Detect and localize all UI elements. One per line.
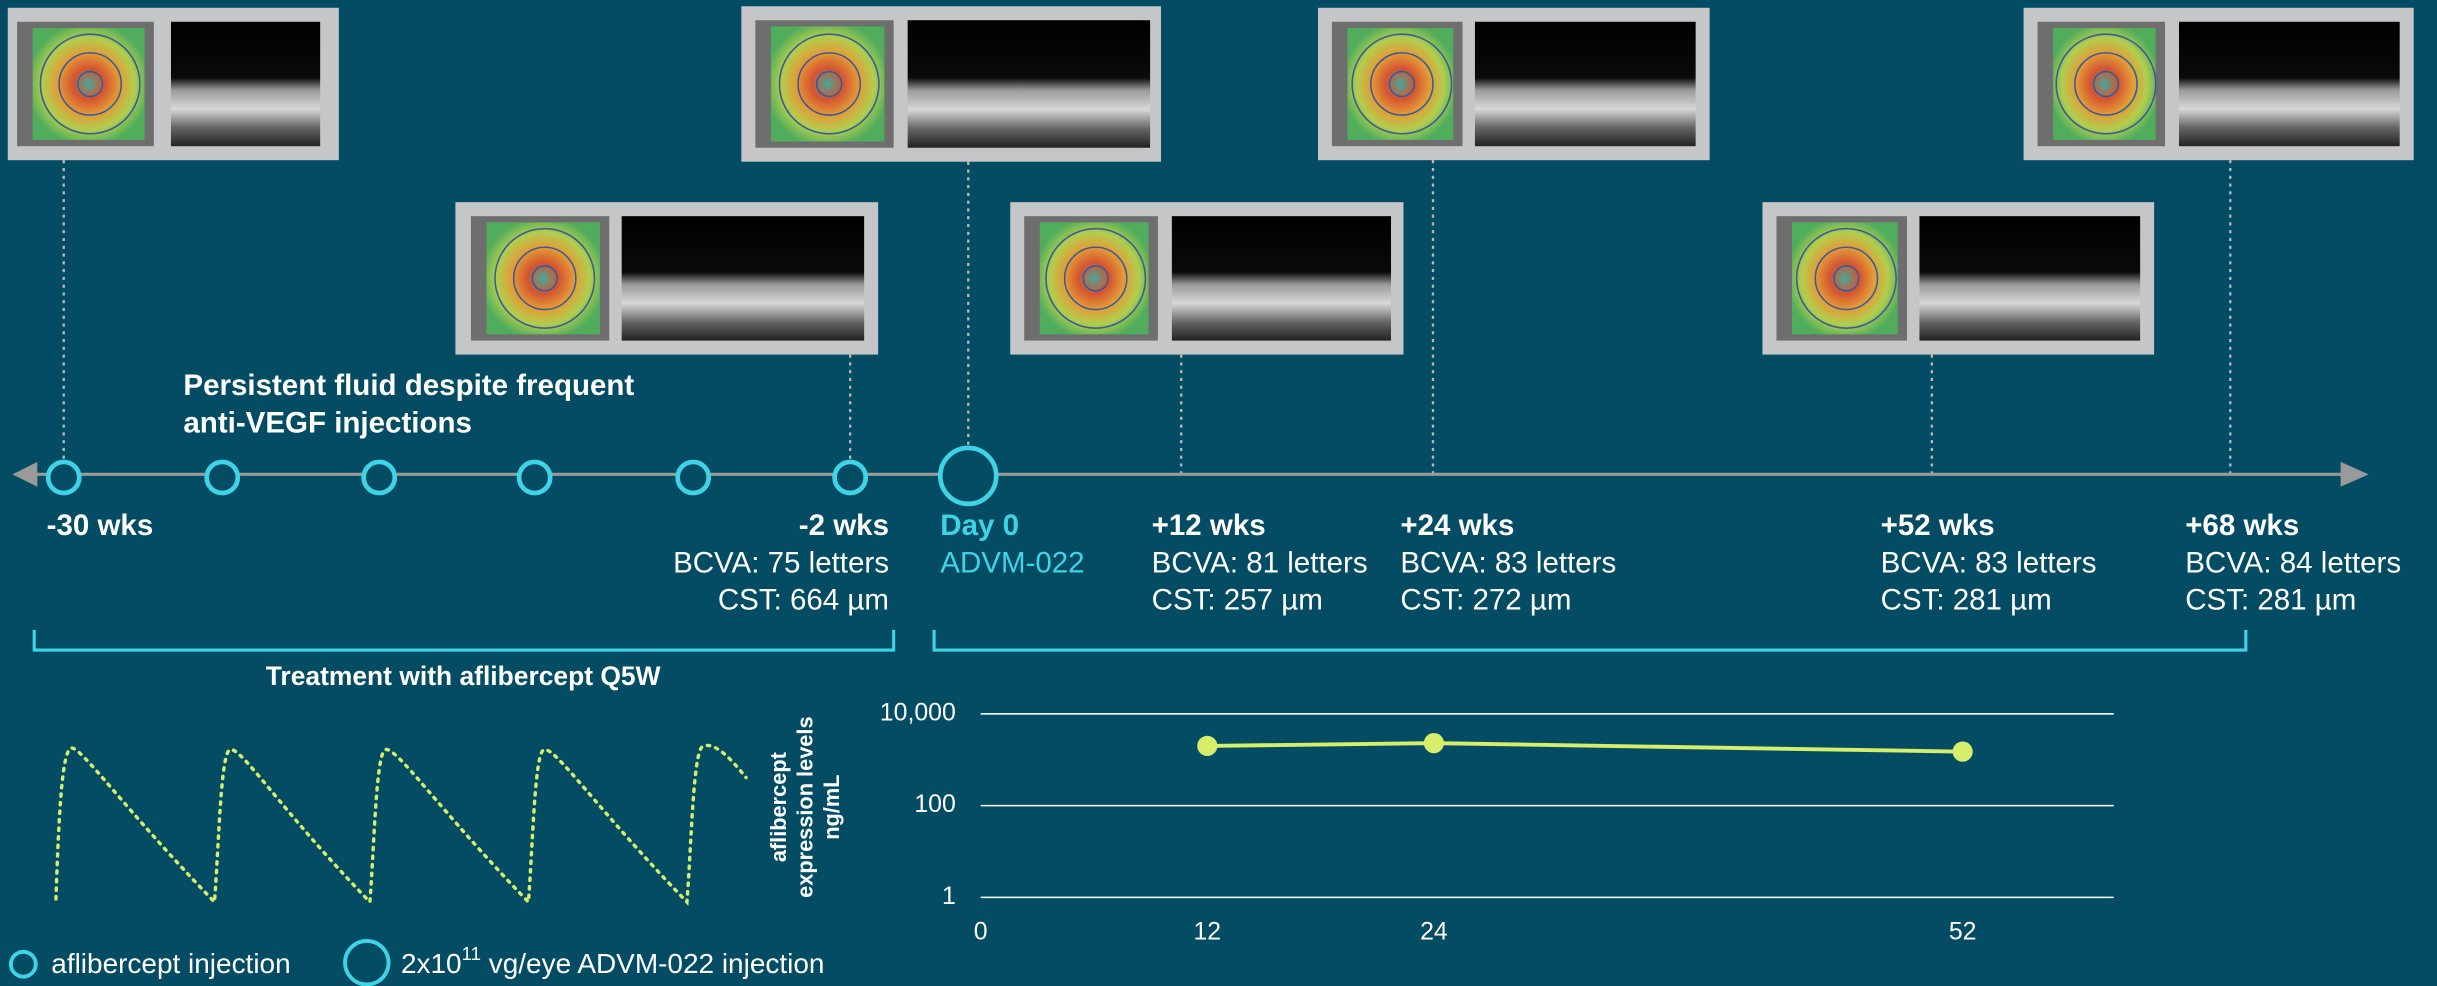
event-cst: CST: 257 µm — [1152, 584, 1323, 617]
legend-text: 2x10 — [401, 948, 462, 979]
y-tick-label: 100 — [914, 790, 955, 818]
event-label: -30 wks — [47, 509, 154, 542]
scan-panels — [8, 6, 2414, 474]
event-cst: CST: 664 µm — [718, 584, 889, 617]
oct-scan — [2179, 22, 2400, 146]
slide: Persistent fluid despite frequent anti-V… — [0, 0, 2437, 986]
legend-label: aflibercept injection — [51, 948, 290, 979]
oct-scan — [1475, 22, 1696, 146]
bracket — [34, 630, 893, 650]
x-tick-label: 24 — [1420, 918, 1448, 946]
fundus-map — [2053, 28, 2156, 140]
event-cst: CST: 281 µm — [2185, 584, 2356, 617]
y-axis-label: expression levels — [792, 716, 817, 897]
legend-text: vg/eye ADVM-022 injection — [481, 948, 824, 979]
legend-label: 2x1011 vg/eye ADVM-022 injection — [401, 943, 824, 979]
injection-marker — [364, 462, 395, 493]
concentration-curve — [56, 745, 746, 902]
fundus-map — [486, 222, 599, 334]
injection-marker — [835, 462, 866, 493]
event-label: +24 wks — [1400, 509, 1514, 542]
fundus-map — [1040, 222, 1149, 334]
note-line: Persistent fluid despite frequent — [183, 369, 634, 402]
y-tick-label: 1 — [942, 882, 956, 910]
event-sub: ADVM-022 — [940, 546, 1084, 579]
data-point — [1197, 736, 1217, 756]
oct-scan — [1172, 216, 1391, 340]
injection-marker — [48, 462, 79, 493]
event-bcva: BCVA: 83 letters — [1400, 546, 1616, 579]
event-label: -2 wks — [799, 509, 889, 542]
y-axis-label: ng/mL — [819, 775, 844, 840]
oct-scan — [908, 20, 1150, 148]
note-line: anti-VEGF injections — [183, 406, 472, 439]
advm-injection-marker — [940, 448, 996, 504]
data-point — [1424, 733, 1444, 753]
oct-scan — [171, 22, 320, 146]
event-label: +52 wks — [1881, 509, 1995, 542]
page: { "note": {"lines": ["Persistent fluid d… — [0, 0, 2437, 986]
y-axis-label: aflibercept — [766, 752, 791, 862]
x-tick-label: 52 — [1949, 918, 1977, 946]
injection-marker — [678, 462, 709, 493]
fundus-map — [1347, 28, 1453, 140]
event-bcva: BCVA: 83 letters — [1881, 546, 2097, 579]
data-line — [1207, 743, 1962, 752]
treatment-label: Treatment with aflibercept Q5W — [266, 661, 661, 691]
fundus-map — [33, 28, 145, 140]
bracket — [934, 630, 2246, 650]
event-label: +12 wks — [1152, 509, 1266, 542]
fundus-map — [771, 26, 884, 141]
legend-symbol — [11, 952, 36, 977]
event-cst: CST: 272 µm — [1400, 584, 1571, 617]
event-bcva: BCVA: 84 letters — [2185, 546, 2401, 579]
timeline-arrow-left — [12, 462, 37, 487]
data-point — [1953, 742, 1973, 762]
event-bcva: BCVA: 75 letters — [673, 546, 889, 579]
oct-scan — [1919, 216, 2140, 340]
fundus-map — [1792, 222, 1898, 334]
oct-scan — [622, 216, 864, 340]
x-tick-label: 0 — [974, 918, 988, 946]
event-label: Day 0 — [940, 509, 1019, 542]
event-cst: CST: 281 µm — [1881, 584, 2052, 617]
x-tick-label: 12 — [1193, 918, 1221, 946]
legend-symbol — [345, 941, 389, 985]
legend-sup: 11 — [462, 943, 481, 964]
injection-marker — [519, 462, 550, 493]
y-tick-label: 10,000 — [880, 698, 956, 726]
event-bcva: BCVA: 81 letters — [1152, 546, 1368, 579]
timeline-arrow-right — [2341, 462, 2369, 487]
injection-marker — [207, 462, 238, 493]
event-label: +68 wks — [2185, 509, 2299, 542]
